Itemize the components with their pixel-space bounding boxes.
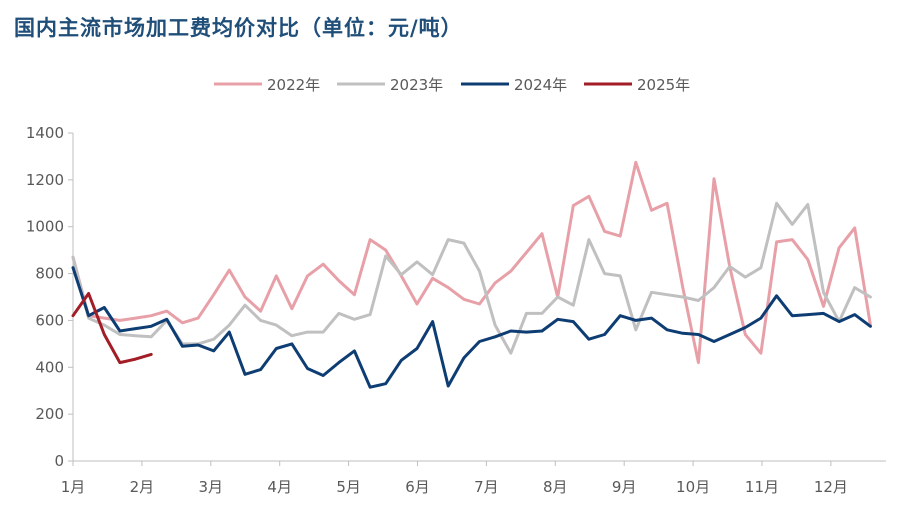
legend-label: 2024年 <box>514 76 567 94</box>
y-tick-label: 0 <box>54 452 64 470</box>
chart-title: 国内主流市场加工费均价对比（单位：元/吨） <box>14 15 463 40</box>
x-tick-label: 7月 <box>474 478 499 496</box>
y-tick-label: 800 <box>35 265 64 283</box>
y-tick-label: 400 <box>35 358 64 376</box>
series-line-2022年 <box>71 160 872 365</box>
series-layer <box>71 160 872 389</box>
legend: 2022年 2023年 2024年 2025年 <box>214 76 690 94</box>
y-tick-label: 1400 <box>26 124 64 142</box>
series-line-2024年 <box>71 266 872 389</box>
x-tick-label: 10月 <box>676 478 710 496</box>
y-tick-label: 1000 <box>26 218 64 236</box>
x-tick-label: 8月 <box>543 478 568 496</box>
x-tick-label: 4月 <box>267 478 292 496</box>
x-tick-label: 9月 <box>612 478 637 496</box>
series-line-2023年 <box>71 201 872 355</box>
x-tick-label: 1月 <box>61 478 86 496</box>
x-tick-label: 2月 <box>130 478 155 496</box>
x-tick-label: 3月 <box>199 478 224 496</box>
legend-label: 2025年 <box>637 76 690 94</box>
x-tick-label: 11月 <box>745 478 779 496</box>
x-tick-label: 6月 <box>405 478 430 496</box>
legend-label: 2023年 <box>390 76 443 94</box>
y-tick-label: 200 <box>35 405 64 423</box>
y-tick-label: 600 <box>35 311 64 329</box>
x-tick-label: 5月 <box>336 478 361 496</box>
axes: 0 200 400 600 800 1000 1200 1400 1月 2月 3月 4月 5月 6月 7月 8… <box>26 124 886 496</box>
x-tick-label: 12月 <box>814 478 848 496</box>
y-tick-label: 1200 <box>26 171 64 189</box>
legend-label: 2022年 <box>267 76 320 94</box>
series-line-2025年 <box>71 292 153 365</box>
